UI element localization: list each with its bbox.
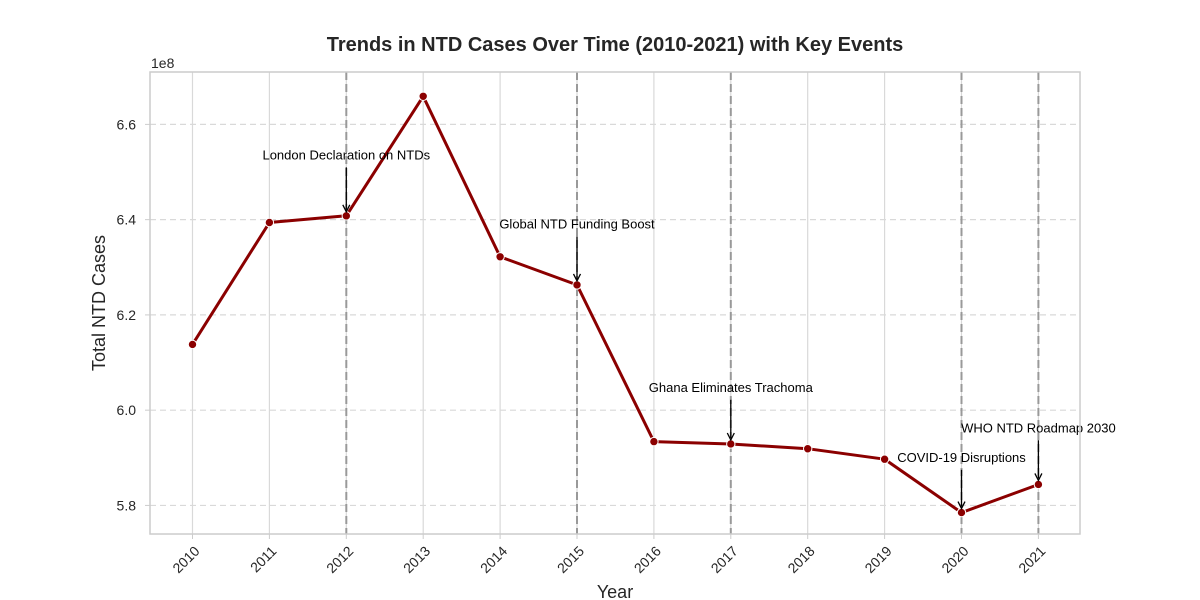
- y-tick-label: 6.4: [117, 212, 137, 228]
- data-point: [264, 217, 275, 228]
- data-point: [649, 436, 659, 447]
- series-line: [191, 94, 1039, 515]
- data-point: [803, 444, 813, 454]
- annotation-arrowhead: [957, 501, 966, 511]
- annotation-label: COVID-19 Disruptions: [897, 450, 1026, 465]
- annotation-arrowhead: [342, 204, 351, 214]
- annotation-label: WHO NTD Roadmap 2030: [961, 420, 1116, 435]
- y-axis-ticks: 5.8 6.0 6.2 6.4 6.6: [117, 116, 150, 513]
- y-offset-label: 1e8: [151, 55, 175, 71]
- chart-title: Trends in NTD Cases Over Time (2010-2021…: [327, 34, 904, 56]
- y-tick-label: 6.0: [117, 402, 137, 418]
- y-tick-label: 6.2: [117, 307, 137, 323]
- data-point: [187, 339, 198, 350]
- data-point: [495, 252, 505, 262]
- annotation-label: Ghana Eliminates Trachoma: [649, 380, 814, 395]
- data-point: [418, 91, 428, 101]
- annotation-arrowhead: [572, 273, 582, 283]
- annotation-arrowhead: [726, 432, 735, 442]
- x-axis-label: Year: [597, 582, 633, 600]
- series-line-layer: [187, 91, 1044, 518]
- annotation-arrowhead: [1034, 473, 1043, 482]
- y-tick-label: 6.6: [117, 116, 137, 132]
- event-annotations: London Declaration on NTDs Global NTD Fun…: [262, 147, 1116, 511]
- annotation-label: London Declaration on NTDs: [262, 147, 430, 162]
- y-axis-label: Total NTD Cases: [89, 235, 109, 371]
- annotation-label: Global NTD Funding Boost: [499, 216, 655, 231]
- y-tick-label: 5.8: [117, 497, 137, 513]
- data-point: [879, 454, 890, 464]
- plot-frame: [149, 71, 1081, 535]
